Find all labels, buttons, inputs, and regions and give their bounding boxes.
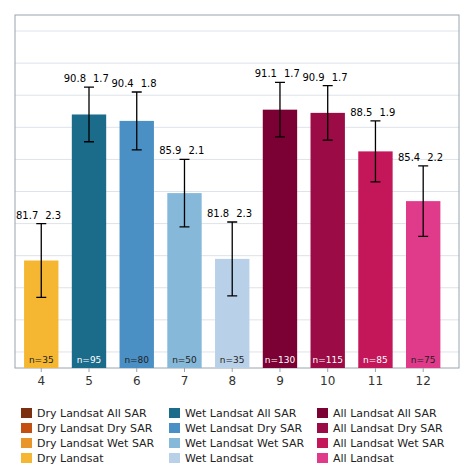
x-tick — [232, 368, 233, 372]
error-bar — [227, 222, 237, 296]
x-tick-label: 11 — [368, 374, 383, 388]
x-tick-label: 7 — [181, 374, 189, 388]
x-tick-label: 9 — [276, 374, 284, 388]
legend-swatch — [317, 438, 328, 448]
n-label: n=75 — [411, 355, 436, 365]
value-label: 90.8 — [64, 73, 86, 84]
legend: Dry Landsat All SAR Dry Landsat Dry SAR Dr… — [21, 407, 445, 465]
bar — [311, 113, 345, 368]
error-label: 2.2 — [427, 152, 443, 163]
legend-label: Dry Landsat Dry SAR — [37, 422, 153, 435]
x-tick-label: 12 — [416, 374, 431, 388]
n-label: n=50 — [172, 355, 197, 365]
x-tick-label: 4 — [37, 374, 45, 388]
value-label: 85.9 — [159, 145, 181, 156]
bar — [120, 121, 154, 368]
error-label: 1.7 — [284, 68, 300, 79]
error-bar — [179, 159, 189, 226]
legend-label: Wet Landsat Wet SAR — [185, 437, 304, 450]
legend-swatch — [169, 453, 180, 463]
n-label: n=35 — [29, 355, 54, 365]
bar — [263, 110, 297, 368]
error-label: 2.3 — [236, 208, 252, 219]
legend-label: All Landsat All SAR — [333, 407, 437, 420]
x-tick — [41, 368, 42, 372]
x-tick — [327, 368, 328, 372]
value-label: 81.7 — [16, 210, 38, 221]
error-bar — [36, 224, 46, 298]
labels: 81.7 2.3 n=35 90.8 1.7 n=95 90.4 1.8 n=80 85.9 2.1… — [16, 68, 443, 365]
error-label: 2.1 — [188, 145, 204, 156]
error-bar — [370, 121, 380, 182]
legend-swatch — [21, 423, 32, 433]
error-bar — [323, 86, 333, 141]
grid-line — [15, 63, 459, 64]
x-tick-label: 10 — [320, 374, 335, 388]
n-label: n=85 — [363, 355, 388, 365]
x-tick — [279, 368, 280, 372]
error-label: 1.8 — [141, 78, 157, 89]
value-label: 91.1 — [255, 68, 277, 79]
error-label: 1.7 — [93, 73, 109, 84]
legend-label: Wet Landsat All SAR — [185, 407, 297, 420]
legend-label: Dry Landsat — [37, 452, 104, 465]
n-label: n=35 — [220, 355, 245, 365]
error-label: 1.9 — [379, 107, 395, 118]
legend-label: All Landsat — [333, 452, 394, 465]
error-bar — [132, 92, 142, 150]
grid-line — [15, 95, 459, 96]
legend-swatch — [21, 408, 32, 418]
plot-frame — [15, 15, 459, 368]
value-label: 88.5 — [350, 107, 372, 118]
error-label: 1.7 — [332, 72, 348, 83]
bar — [72, 114, 106, 368]
x-tick — [184, 368, 185, 372]
error-bar — [275, 82, 285, 137]
value-label: 81.8 — [207, 208, 229, 219]
error-label: 2.3 — [45, 210, 61, 221]
legend-swatch — [169, 438, 180, 448]
chart: 81.72.3n=3590.81.7n=9590.41.8n=8085.92.1… — [0, 0, 474, 474]
x-axis: 4 5 6 7 8 9 10 11 12 — [37, 368, 430, 388]
bar — [358, 151, 392, 368]
error-bars — [36, 82, 428, 297]
x-tick-label: 8 — [228, 374, 236, 388]
x-tick — [136, 368, 137, 372]
legend-swatch — [317, 408, 328, 418]
legend-swatch — [169, 423, 180, 433]
value-label: 90.4 — [111, 78, 133, 89]
legend-label: All Landsat Wet SAR — [333, 437, 445, 450]
legend-swatch — [317, 423, 328, 433]
legend-swatch — [21, 438, 32, 448]
x-tick — [375, 368, 376, 372]
x-tick — [89, 368, 90, 372]
x-tick-label: 5 — [85, 374, 93, 388]
legend-label: Dry Landsat All SAR — [37, 407, 147, 420]
legend-label: Dry Landsat Wet SAR — [37, 437, 155, 450]
value-label: 85.4 — [398, 152, 420, 163]
error-bar — [418, 166, 428, 237]
legend-swatch — [169, 408, 180, 418]
legend-label: Wet Landsat Dry SAR — [185, 422, 303, 435]
n-label: n=130 — [265, 355, 296, 365]
value-label: 90.9 — [302, 72, 324, 83]
grid-line — [15, 31, 459, 32]
legend-swatch — [21, 453, 32, 463]
legend-label: Wet Landsat — [185, 452, 254, 465]
legend-label: All Landsat Dry SAR — [333, 422, 443, 435]
x-tick-label: 6 — [133, 374, 141, 388]
n-label: n=80 — [124, 355, 149, 365]
n-label: n=115 — [312, 355, 342, 365]
n-label: n=95 — [77, 355, 102, 365]
x-tick — [423, 368, 424, 372]
error-bar — [84, 87, 94, 142]
bars — [24, 110, 440, 368]
legend-swatch — [317, 453, 328, 463]
